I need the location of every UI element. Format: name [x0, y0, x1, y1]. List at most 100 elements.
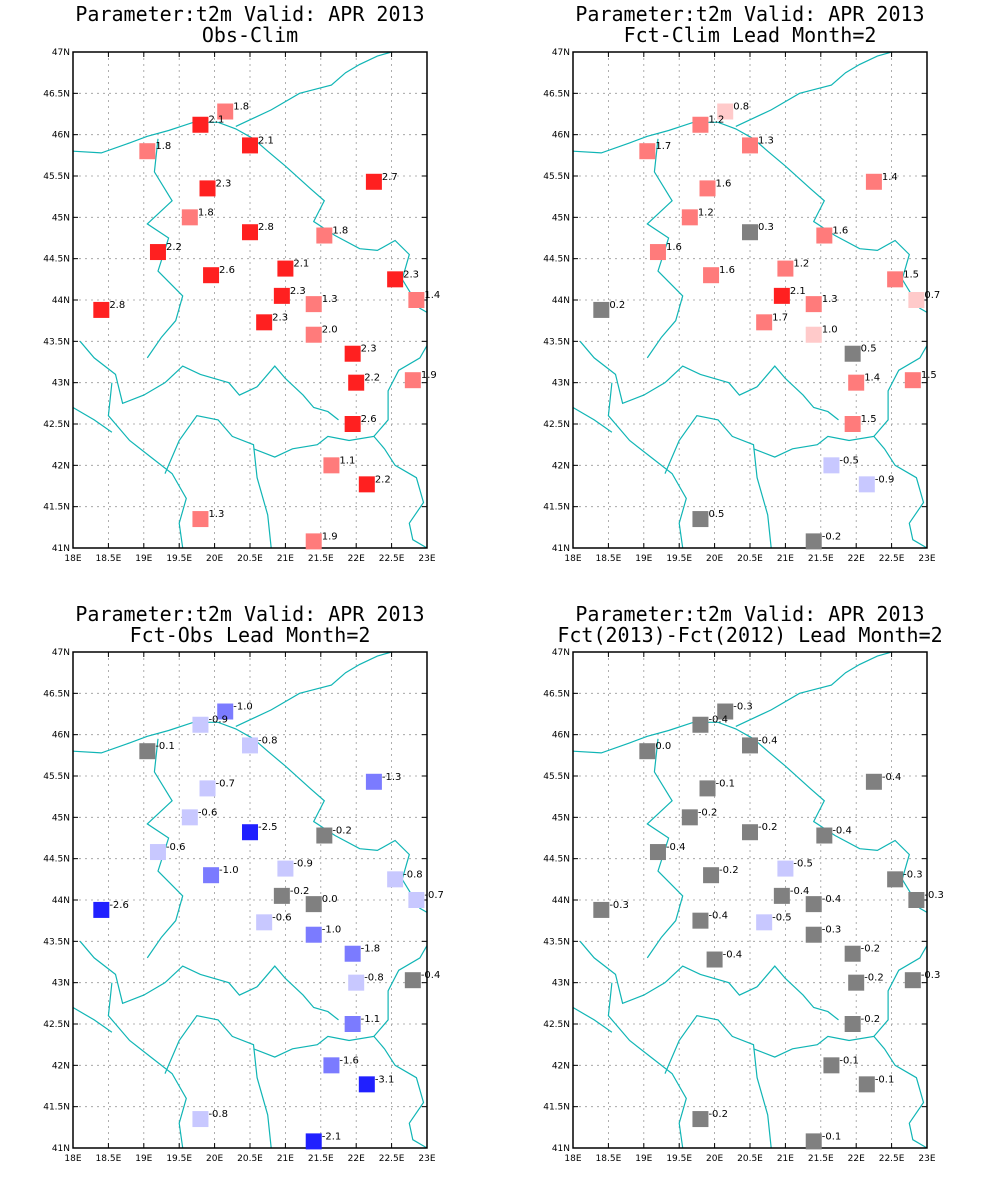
- station-value-label: -1.6: [339, 1055, 359, 1066]
- station-marker: -2.1: [305, 1131, 341, 1150]
- station-square: [865, 173, 882, 190]
- station-value-label: 1.4: [864, 373, 880, 384]
- lon-tick-label: 22E: [348, 1154, 365, 1164]
- station-marker: 2.2: [358, 474, 391, 493]
- station-value-label: 2.0: [322, 325, 338, 336]
- station-value-label: -0.3: [609, 900, 629, 911]
- station-value-label: 1.3: [822, 294, 838, 305]
- lon-tick-label: 22E: [848, 554, 865, 564]
- station-marker: 2.1: [277, 259, 309, 277]
- station-marker: 1.6: [699, 178, 731, 197]
- station-square: [742, 824, 758, 841]
- lon-tick-label: 18E: [64, 1154, 81, 1164]
- lon-tick-label: 23E: [918, 1154, 935, 1164]
- country-border-line: [572, 721, 928, 913]
- station-marker: -1.0: [217, 702, 253, 720]
- station-marker: 1.6: [649, 242, 682, 261]
- station-square: [139, 143, 156, 160]
- station-marker: -0.2: [681, 807, 718, 826]
- station-value-label: -0.2: [822, 531, 842, 542]
- lon-tick-label: 18.5E: [596, 1154, 622, 1164]
- station-value-label: 1.3: [322, 294, 338, 305]
- country-border-line: [373, 945, 428, 1037]
- lat-tick-label: 47N: [552, 648, 570, 658]
- map-chart-fct-2013-2012: Parameter:t2m Valid: APR 2013 Fct(2013)-…: [543, 602, 944, 1164]
- lon-tick-label: 22E: [348, 554, 365, 564]
- station-value-label: -0.5: [772, 912, 792, 923]
- station-marker: -0.2: [692, 1109, 728, 1128]
- station-value-label: -0.9: [293, 859, 313, 870]
- lat-tick-label: 46.5N: [43, 689, 70, 699]
- station-value-label: 2.1: [208, 115, 224, 126]
- country-border-line: [664, 415, 772, 549]
- station-value-label: -0.6: [198, 807, 218, 818]
- station-marker: 1.8: [181, 207, 214, 226]
- lon-tick-label: 21E: [777, 554, 794, 564]
- country-border-line: [107, 382, 187, 549]
- station-marker: -0.4: [404, 970, 441, 989]
- country-border-line: [873, 945, 928, 1037]
- station-value-label: 2.3: [403, 269, 419, 280]
- station-square: [277, 260, 294, 277]
- station-value-label: -0.8: [258, 735, 278, 746]
- station-square: [192, 511, 209, 528]
- station-square: [365, 173, 382, 190]
- lon-tick-label: 20.5E: [237, 554, 263, 564]
- station-square: [908, 892, 925, 908]
- lon-tick-label: 20.5E: [737, 554, 763, 564]
- country-border-line: [756, 365, 839, 421]
- station-value-label: 1.4: [424, 290, 440, 301]
- lat-tick-label: 44N: [52, 296, 70, 306]
- country-border-line: [373, 345, 428, 437]
- station-marker: 1.9: [404, 370, 437, 389]
- station-square: [908, 292, 925, 308]
- station-marker: -0.2: [316, 826, 352, 844]
- lat-tick-label: 45N: [552, 213, 570, 223]
- station-square: [692, 1111, 709, 1128]
- lat-tick-label: 42N: [52, 461, 70, 471]
- station-marker: -0.8: [387, 869, 423, 888]
- lon-tick-label: 22.5E: [879, 1154, 905, 1164]
- lon-tick-label: 19.5E: [166, 554, 192, 564]
- lat-tick-label: 44N: [552, 296, 570, 306]
- lat-tick-label: 42N: [552, 1061, 570, 1071]
- lat-tick-label: 46N: [52, 731, 70, 741]
- station-value-label: 1.3: [758, 135, 774, 146]
- station-square: [305, 926, 322, 943]
- station-value-label: -0.4: [666, 842, 686, 853]
- station-marker: 2.8: [242, 222, 274, 241]
- station-square: [344, 1016, 361, 1032]
- station-marker: 0.3: [742, 222, 774, 241]
- lon-tick-label: 22.5E: [379, 1154, 405, 1164]
- station-marker: 1.2: [777, 259, 809, 277]
- station-marker: -0.6: [256, 912, 292, 931]
- station-square: [358, 1076, 375, 1093]
- station-marker: -0.8: [242, 735, 278, 754]
- lat-tick-label: 46.5N: [543, 89, 570, 99]
- station-marker: -0.1: [139, 741, 175, 760]
- lat-tick-label: 45.5N: [43, 772, 70, 782]
- station-value-label: -0.4: [790, 886, 810, 897]
- station-marker: 2.3: [344, 344, 377, 362]
- station-value-label: -0.2: [698, 807, 718, 818]
- station-value-label: -1.0: [322, 925, 342, 936]
- lat-tick-label: 43N: [52, 979, 70, 989]
- station-marker: 1.6: [816, 226, 848, 244]
- station-value-label: 1.7: [655, 141, 671, 152]
- station-square: [305, 896, 322, 913]
- lon-tick-label: 22.5E: [879, 554, 905, 564]
- station-square: [217, 703, 234, 720]
- station-square: [773, 887, 790, 904]
- station-square: [649, 844, 666, 861]
- station-square: [408, 292, 425, 308]
- station-square: [816, 827, 833, 844]
- lon-tick-label: 18E: [564, 554, 581, 564]
- station-square: [203, 867, 220, 884]
- station-value-label: -1.0: [219, 865, 239, 876]
- station-marker: -0.3: [593, 900, 629, 918]
- station-value-label: -0.4: [421, 970, 441, 981]
- station-value-label: -0.8: [403, 869, 423, 880]
- station-value-label: -0.7: [216, 778, 236, 789]
- lat-tick-label: 47N: [552, 48, 570, 58]
- map-panel-obs-clim: Parameter:t2m Valid: APR 2013 Obs-Clim 1…: [0, 0, 500, 600]
